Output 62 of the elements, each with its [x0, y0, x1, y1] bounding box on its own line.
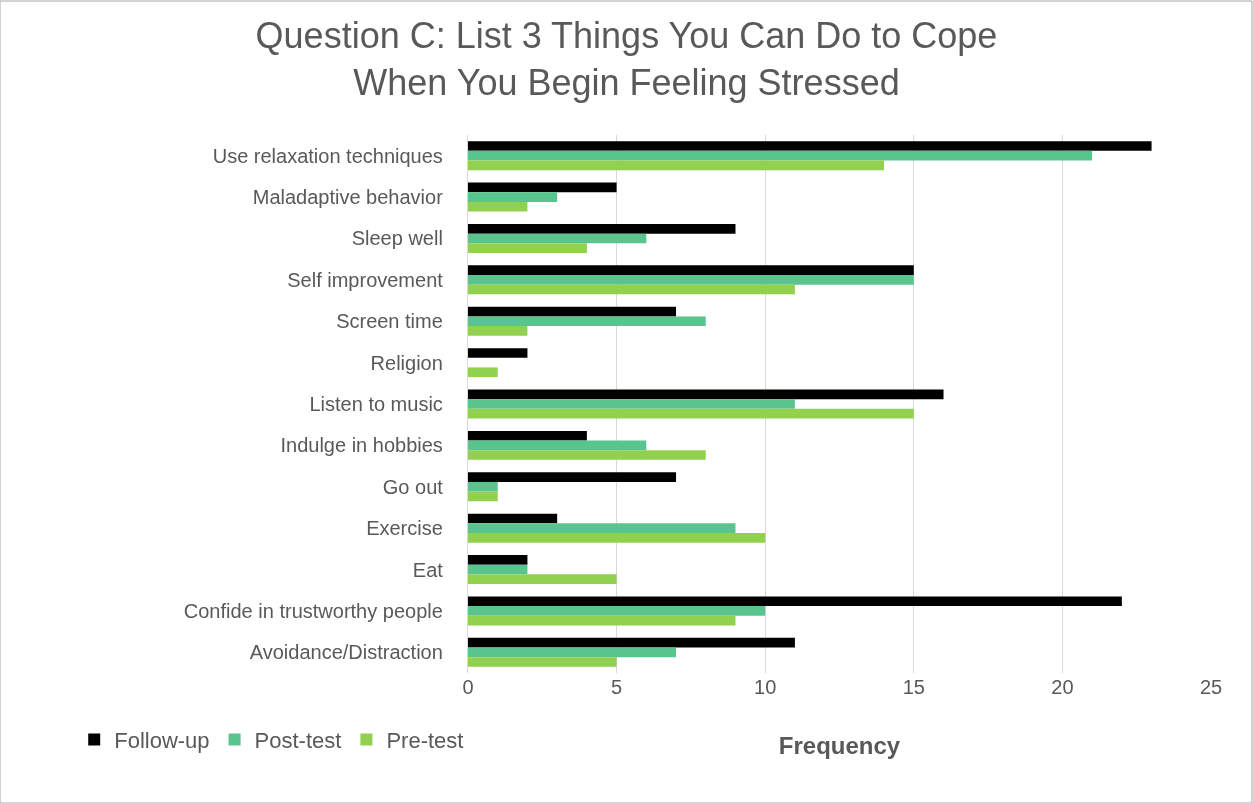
bar	[468, 430, 587, 441]
bar	[468, 555, 528, 565]
bar	[468, 523, 736, 533]
bar	[468, 201, 528, 212]
bar	[468, 564, 528, 575]
bar	[468, 450, 706, 460]
x-tick-label: 15	[902, 676, 925, 698]
bar	[468, 348, 528, 358]
y-tick-label: Religion	[370, 351, 443, 374]
y-tick-label: Exercise	[366, 517, 443, 540]
bar	[468, 284, 795, 295]
x-tick-label: 25	[1199, 676, 1223, 698]
bar	[468, 243, 587, 253]
bar	[468, 440, 647, 451]
y-tick-label: Sleep well	[351, 227, 443, 250]
x-tick-label: 0	[462, 676, 474, 698]
bar	[468, 491, 498, 502]
bar	[468, 233, 647, 244]
y-tick-label: Screen time	[336, 310, 443, 333]
y-tick-label: Use relaxation techniques	[212, 144, 443, 167]
bar	[468, 326, 528, 336]
bar	[468, 141, 1152, 151]
y-tick-label: Listen to music	[309, 393, 443, 415]
x-tick-label: 20	[1051, 676, 1074, 698]
legend-label: Pre-test	[386, 728, 464, 754]
bar	[468, 265, 914, 276]
bar	[468, 367, 498, 378]
bar	[468, 574, 617, 585]
x-tick-label: 5	[611, 676, 623, 698]
bar	[468, 606, 766, 616]
bar	[468, 472, 677, 482]
bar	[468, 275, 914, 285]
bar	[468, 399, 795, 409]
y-tick-label: Indulge in hobbies	[280, 434, 443, 457]
bar	[468, 596, 1122, 607]
bar	[468, 532, 766, 543]
bar	[468, 192, 558, 202]
bar	[468, 481, 498, 492]
y-tick-label: Avoidance/Distraction	[249, 641, 443, 664]
y-tick-label: Go out	[382, 475, 444, 498]
y-tick-label: Maladaptive behavior	[252, 186, 444, 209]
bar	[468, 150, 1093, 161]
x-axis-title: Frequency	[778, 732, 901, 760]
y-tick-label: Confide in trustworthy people	[183, 599, 443, 622]
bar	[468, 615, 736, 626]
bar	[468, 182, 617, 193]
bar	[468, 316, 706, 327]
bar	[468, 160, 885, 171]
y-tick-label: Self improvement	[287, 268, 444, 291]
x-tick-label: 10	[754, 676, 777, 698]
legend-label: Follow-up	[114, 728, 210, 754]
bar	[468, 637, 795, 648]
bar	[468, 223, 736, 234]
bar	[468, 389, 944, 400]
bar	[468, 513, 558, 524]
bar	[468, 657, 617, 667]
legend-label: Post-test	[254, 728, 342, 754]
chart-title: Question C: List 3 Things You Can Do to Cope When You Begin Feeling Stressed	[255, 15, 998, 103]
bar	[468, 647, 677, 658]
bar	[468, 408, 914, 419]
y-tick-label: Eat	[412, 558, 444, 581]
bar	[468, 306, 677, 317]
